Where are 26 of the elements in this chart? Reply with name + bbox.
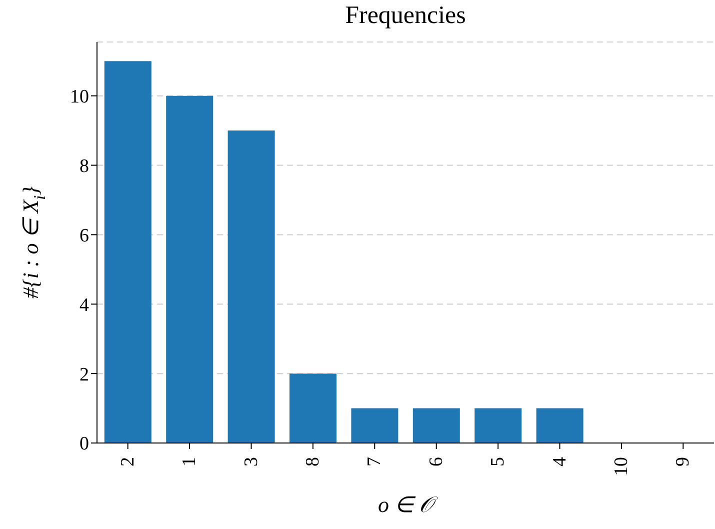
y-tick-label: 6 <box>80 225 89 246</box>
chart-title: Frequencies <box>344 2 467 30</box>
x-tick-label: 10 <box>610 457 632 476</box>
y-tick-label: 0 <box>80 434 89 455</box>
x-tick-label: 6 <box>426 457 447 466</box>
bar <box>166 96 214 443</box>
x-tick-label: 3 <box>240 457 262 466</box>
x-axis-title: o ∈ 𝒪 <box>377 492 438 518</box>
x-tick-label: 8 <box>302 457 324 466</box>
y-tick-label: 2 <box>80 364 89 386</box>
x-tick-label: 2 <box>117 457 138 466</box>
x-tick-label: 9 <box>672 457 694 466</box>
x-tick-label: 5 <box>488 457 509 466</box>
x-tick-label: 4 <box>549 456 570 466</box>
bar <box>104 61 152 443</box>
y-tick-label: 8 <box>80 156 89 177</box>
bar <box>228 130 275 443</box>
x-tick-label: 7 <box>364 457 386 466</box>
x-tick-label: 1 <box>179 457 200 466</box>
y-tick-label: 10 <box>70 86 89 108</box>
bar <box>290 374 337 443</box>
bar <box>474 408 522 443</box>
bar <box>412 408 460 443</box>
bar <box>351 408 398 443</box>
y-tick-label: 4 <box>80 294 90 316</box>
bar <box>536 408 584 443</box>
